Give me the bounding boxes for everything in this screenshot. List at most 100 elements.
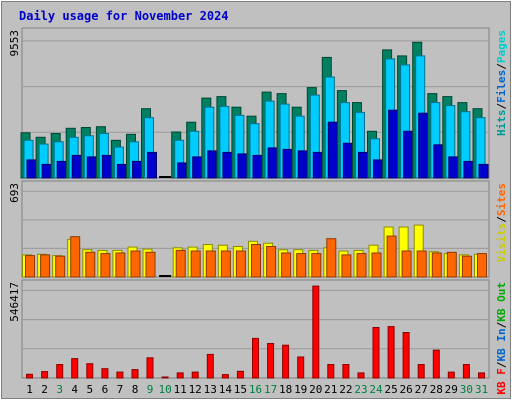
- bar-pages-day-2: [41, 163, 52, 179]
- panel-max-label: 693: [8, 183, 21, 203]
- legend-entry: /: [495, 103, 508, 110]
- bar-sites-day-25: [386, 235, 397, 278]
- bar-pages-day-23: [358, 151, 368, 179]
- bar-pages-day-7: [116, 163, 127, 179]
- bar-empty-marker: [159, 176, 172, 178]
- bar-kb-f-day-27: [417, 364, 425, 379]
- bar-kb-f-day-8: [131, 369, 139, 379]
- bar-kb-f-day-25: [387, 326, 395, 379]
- bar-kb-f-day-10: [161, 376, 169, 379]
- x-tick-label: 30: [460, 383, 473, 396]
- x-tick-label: 4: [71, 383, 78, 396]
- bar-sites-day-27: [416, 250, 427, 278]
- bar-kb-f-day-4: [71, 358, 79, 379]
- legend-entry: /: [495, 216, 508, 223]
- bar-sites-day-11: [175, 249, 186, 278]
- bar-sites-day-19: [296, 253, 307, 278]
- bar-sites-day-8: [130, 250, 141, 278]
- x-tick-label: 7: [117, 383, 124, 396]
- bar-pages-day-1: [26, 159, 37, 179]
- bar-pages-day-25: [388, 109, 399, 179]
- x-tick-label: 22: [339, 383, 352, 396]
- x-axis-labels: 1 2 3 4 5 6 7 8 9 10 11 12 13 14 15 16 17 18 19 20 21 22 23 24 2…: [26, 383, 488, 396]
- bar-kb-f-day-31: [478, 372, 485, 379]
- bar-sites-day-16: [251, 244, 261, 278]
- bar-sites-day-26: [401, 250, 412, 278]
- bar-kb-f-day-6: [101, 368, 109, 379]
- bar-kb-f-day-26: [402, 332, 410, 379]
- bar-kb-f-day-2: [41, 371, 49, 379]
- bar-pages-day-28: [433, 144, 444, 179]
- bar-kb-f-day-18: [282, 344, 290, 379]
- bar-pages-day-30: [463, 160, 474, 179]
- bar-sites-day-21: [326, 238, 337, 278]
- x-tick-label: 24: [369, 383, 383, 396]
- bar-pages-day-18: [282, 148, 293, 179]
- legend-entry: Files: [495, 70, 508, 103]
- panel-max-label: 546417: [8, 282, 21, 322]
- bar-kb-f-day-29: [447, 371, 455, 379]
- bar-sites-day-13: [205, 250, 216, 278]
- bar-empty-marker: [159, 275, 172, 277]
- bar-pages-day-12: [192, 156, 203, 179]
- x-tick-label: 29: [445, 383, 458, 396]
- bar-pages-day-13: [207, 150, 218, 179]
- bar-sites-day-4: [70, 236, 81, 278]
- bar-kb-f-day-20: [312, 285, 320, 379]
- bar-pages-day-21: [327, 121, 338, 179]
- x-tick-label: 1: [26, 383, 33, 396]
- x-tick-label: 21: [324, 383, 337, 396]
- bar-kb-f-day-1: [26, 373, 33, 379]
- panel-legend: Visits/Sites: [495, 183, 508, 263]
- panel-legend: Hits/Files/Pages: [495, 30, 508, 136]
- x-tick-label: 23: [354, 383, 367, 396]
- x-tick-label: 16: [249, 383, 262, 396]
- bar-sites-day-2: [40, 254, 51, 278]
- x-tick-label: 13: [204, 383, 217, 396]
- bar-sites-day-31: [477, 253, 487, 278]
- legend-entry: /: [495, 361, 508, 368]
- bar-sites-day-9: [145, 251, 156, 278]
- bar-pages-day-22: [342, 142, 353, 179]
- x-tick-label: 5: [86, 383, 93, 396]
- bar-sites-day-30: [461, 255, 472, 278]
- bar-pages-day-9: [147, 151, 157, 179]
- bar-kb-f-day-30: [462, 364, 470, 379]
- x-tick-label: 31: [475, 383, 488, 396]
- bar-sites-day-17: [266, 246, 277, 278]
- bar-kb-f-day-5: [86, 363, 94, 379]
- bar-kb-f-day-3: [56, 364, 64, 379]
- x-tick-label: 11: [174, 383, 187, 396]
- bar-sites-day-1: [25, 255, 35, 278]
- bar-pages-day-19: [297, 150, 308, 179]
- bar-kb-f-day-17: [267, 343, 275, 379]
- bar-pages-day-14: [222, 151, 233, 179]
- bar-kb-f-day-28: [432, 349, 440, 379]
- bar-kb-f-day-11: [176, 372, 184, 379]
- x-tick-label: 19: [294, 383, 307, 396]
- x-tick-label: 9: [147, 383, 154, 396]
- legend-entry: /: [495, 321, 508, 328]
- x-tick-label: 27: [415, 383, 428, 396]
- bar-kb-f-day-15: [236, 370, 244, 379]
- x-tick-label: 28: [430, 383, 443, 396]
- x-tick-label: 14: [219, 383, 233, 396]
- legend-entry: KB F: [495, 368, 508, 395]
- bar-kb-f-day-12: [191, 371, 199, 379]
- x-tick-label: 6: [102, 383, 109, 396]
- bar-kb-f-day-14: [221, 374, 229, 379]
- x-tick-label: 2: [41, 383, 48, 396]
- bar-pages-day-29: [448, 156, 459, 179]
- bar-pages-day-20: [312, 151, 323, 179]
- bar-pages-day-16: [252, 154, 263, 179]
- bar-sites-day-15: [235, 250, 246, 278]
- bar-kb-f-day-21: [327, 364, 335, 379]
- bar-pages-day-17: [267, 147, 278, 179]
- legend-entry: KB In: [495, 328, 508, 361]
- legend-entry: KB Out: [495, 282, 508, 322]
